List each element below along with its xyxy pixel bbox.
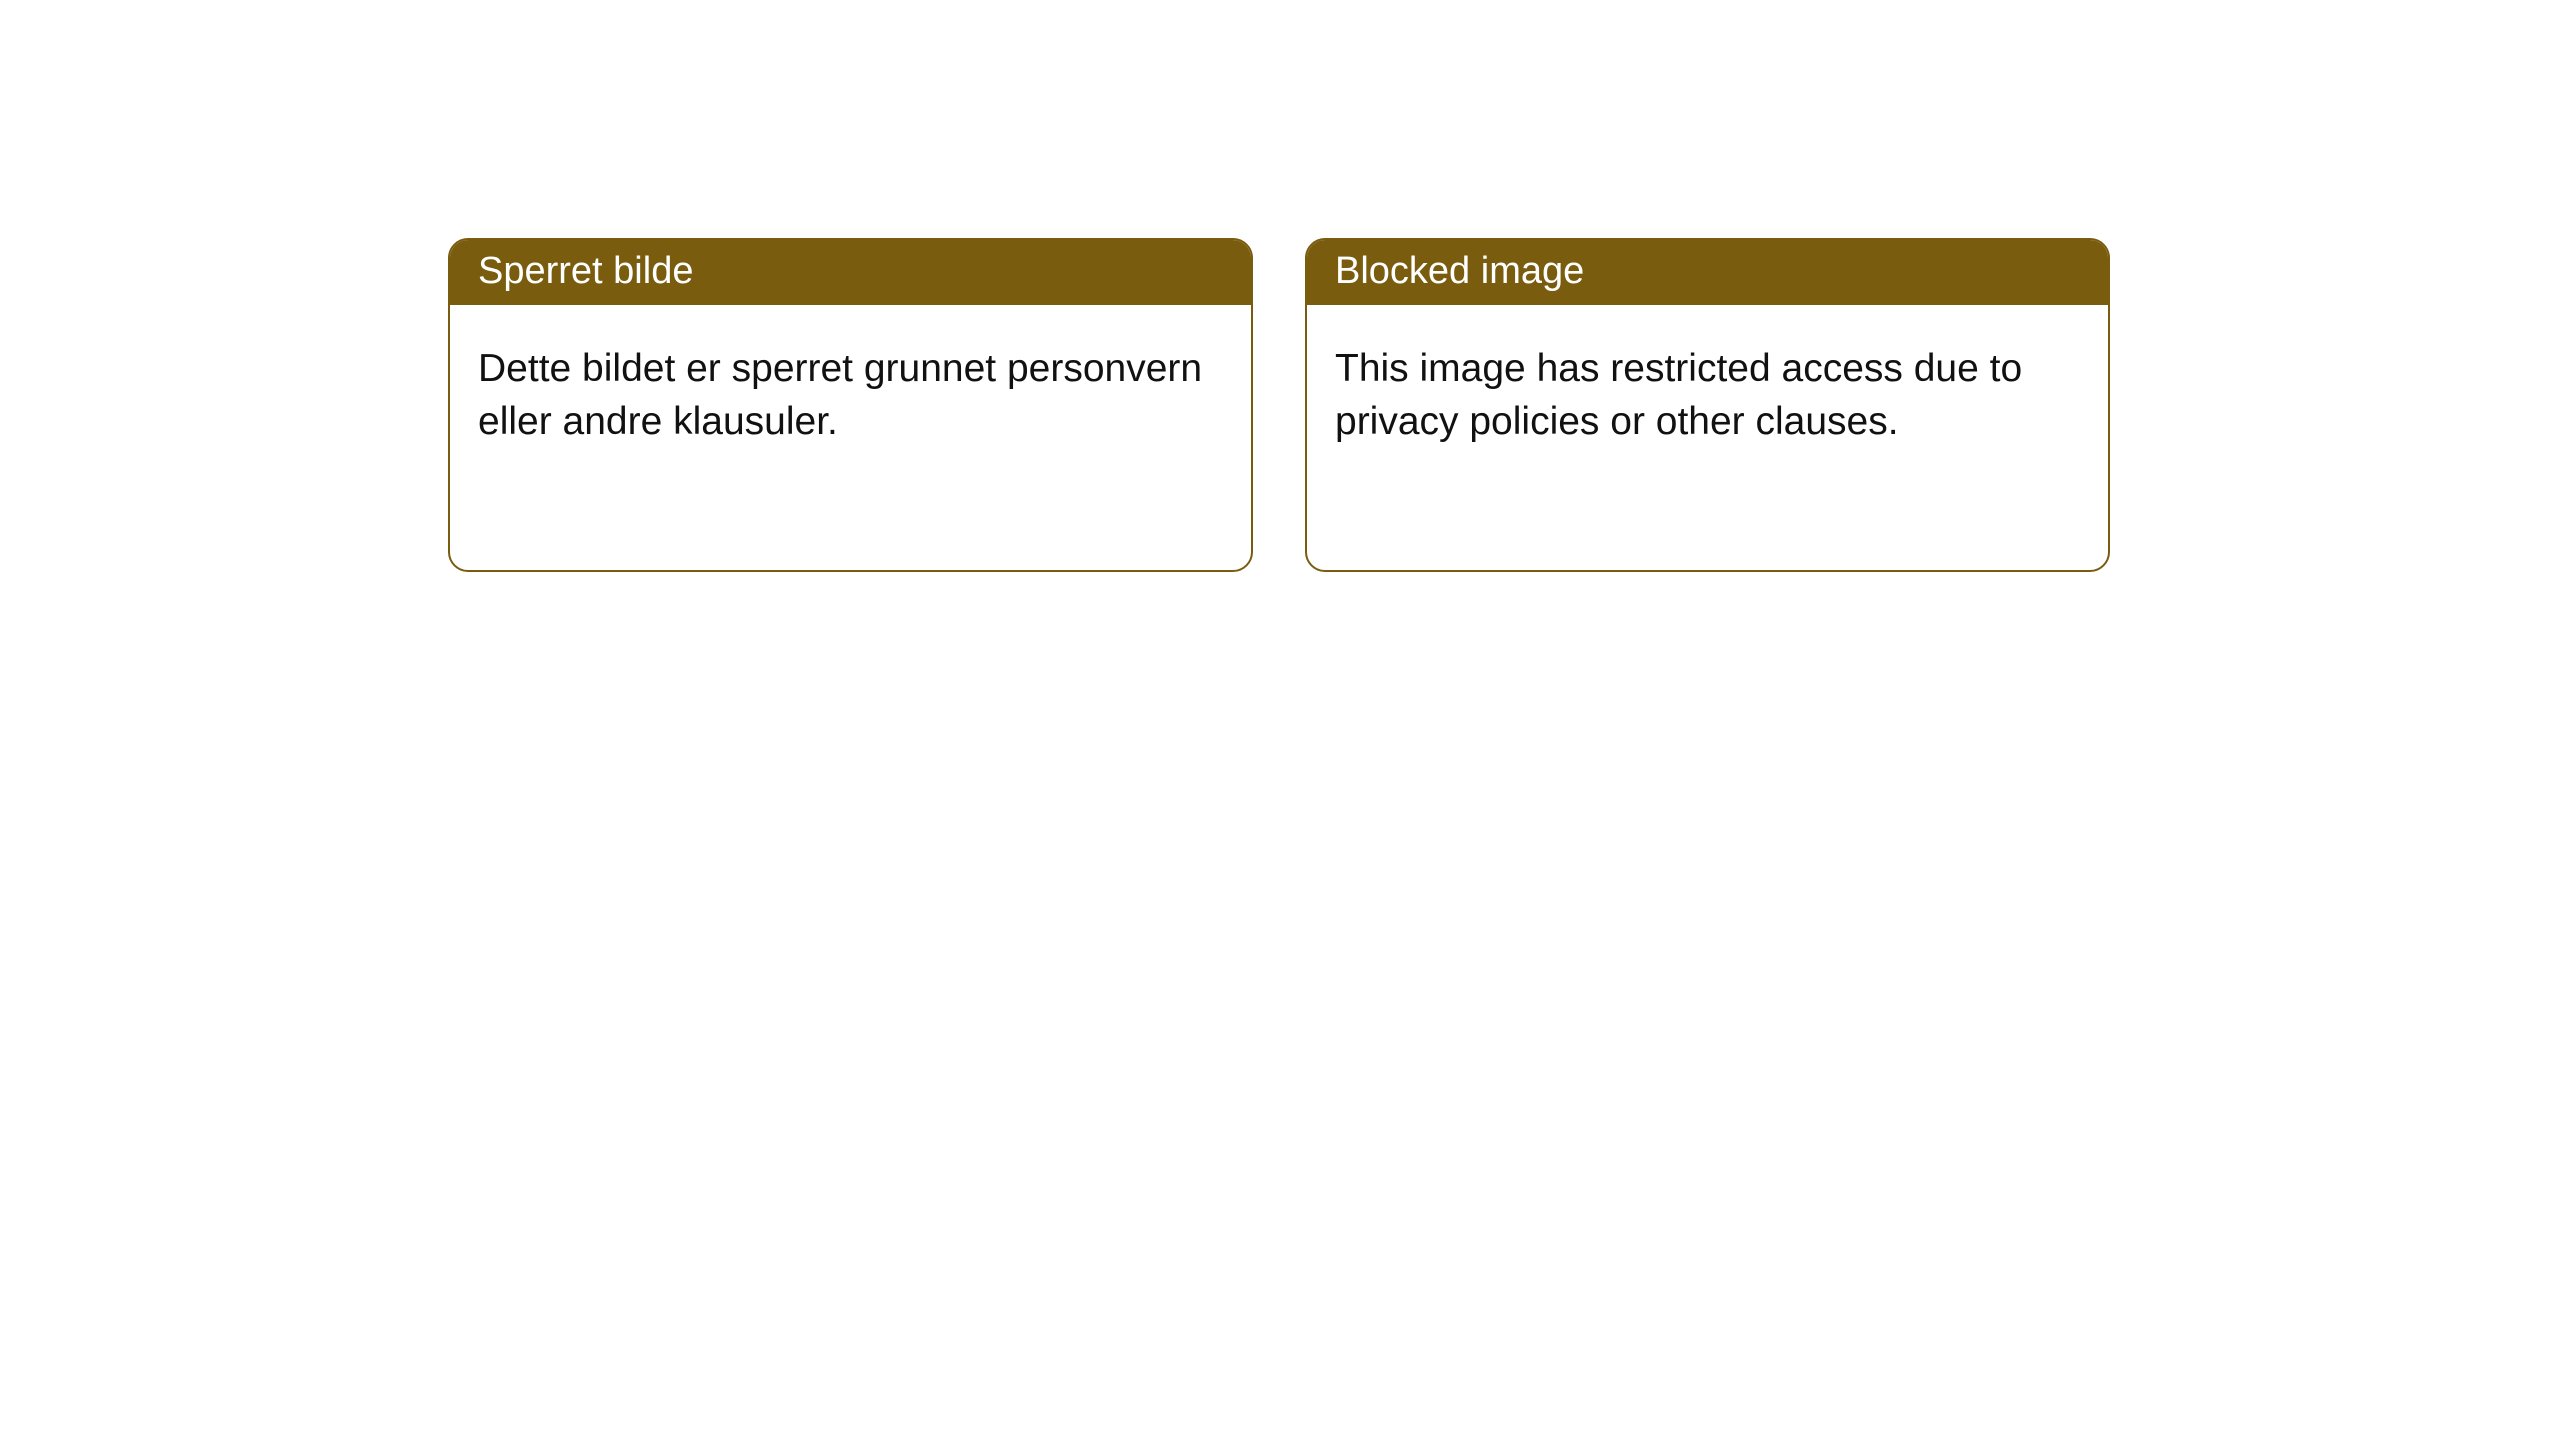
card-title: Sperret bilde xyxy=(478,250,693,292)
card-title: Blocked image xyxy=(1335,250,1584,292)
notice-card-english: Blocked image This image has restricted … xyxy=(1305,238,2110,572)
card-body-text: Dette bildet er sperret grunnet personve… xyxy=(478,347,1202,443)
card-header: Blocked image xyxy=(1307,240,2108,305)
notice-card-norwegian: Sperret bilde Dette bildet er sperret gr… xyxy=(448,238,1253,572)
card-body-text: This image has restricted access due to … xyxy=(1335,347,2022,443)
card-header: Sperret bilde xyxy=(450,240,1251,305)
card-body: This image has restricted access due to … xyxy=(1307,305,2108,486)
notice-container: Sperret bilde Dette bildet er sperret gr… xyxy=(0,0,2560,572)
card-body: Dette bildet er sperret grunnet personve… xyxy=(450,305,1251,486)
